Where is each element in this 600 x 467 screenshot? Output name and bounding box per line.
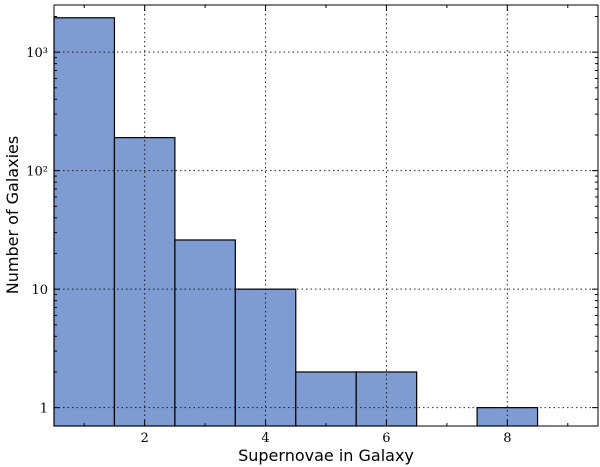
y-tick-label: 1 [40,402,48,417]
bars-layer [53,17,539,427]
y-tick-label: 10² [26,165,48,180]
histogram-bar-4 [234,288,297,427]
x-tick-label: 8 [503,431,511,446]
y-tick-label: 10 [31,283,48,298]
histogram-bar-3 [174,239,236,427]
y-axis-title: Number of Galaxies [3,136,22,294]
ticks-layer: 2 4 6 8 1 10 10² 10³ [26,5,598,446]
x-tick-label: 6 [382,431,390,446]
plot-frame [53,4,599,427]
x-tick-label: 4 [261,431,269,446]
x-axis-title: Supernovae in Galaxy [238,446,414,465]
x-tick-label: 2 [141,431,149,446]
y-tick-label: 10³ [26,46,48,61]
histogram-bar-5 [295,371,357,427]
histogram-bar-1 [53,17,116,427]
grid-layer [54,5,598,426]
histogram-bar-6 [355,371,418,427]
